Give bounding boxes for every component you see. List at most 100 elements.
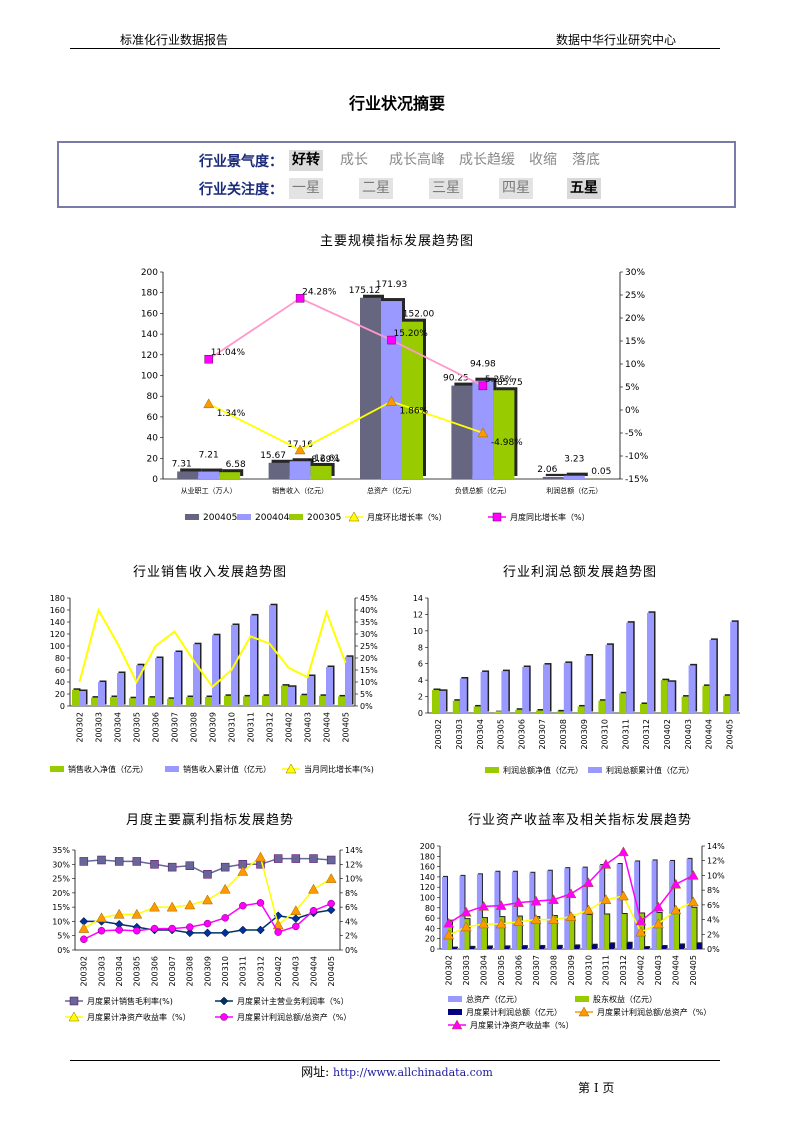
line-point <box>185 928 195 938</box>
footer-rule <box>70 1060 720 1061</box>
x-tick-label: 200312 <box>265 712 274 743</box>
line-point <box>670 904 682 915</box>
line-point <box>600 894 612 904</box>
data-label: 24.28% <box>302 287 337 297</box>
y-tick-label: 120 <box>141 351 158 361</box>
bar <box>319 695 326 706</box>
line-point <box>308 883 319 894</box>
y-tick-label: 30% <box>52 860 70 869</box>
bar <box>98 682 105 706</box>
legend-label: 月度累计利润总额/总资产（%） <box>237 1012 351 1022</box>
y2-tick-label: 40% <box>360 606 378 615</box>
bar <box>381 301 402 479</box>
bar <box>688 665 696 713</box>
x-tick-label: 200306 <box>150 956 159 987</box>
legend-label: 销售收入累计值（亿元） <box>183 764 271 774</box>
y-tick-label: 0 <box>60 702 65 711</box>
line-point <box>203 870 212 879</box>
y-tick-label: 100 <box>50 642 65 651</box>
bar-shadow <box>545 473 567 476</box>
line-point <box>115 926 123 934</box>
x-tick-label: 200402 <box>637 955 646 986</box>
bar <box>186 697 193 706</box>
y2-tick-label: 10% <box>360 678 378 687</box>
site-link[interactable]: http://www.allchinadata.com <box>333 1066 493 1079</box>
line-point <box>478 381 488 391</box>
y2-tick-label: 4% <box>707 916 720 925</box>
legend-label: 利润总额累计值（亿元） <box>606 765 694 775</box>
line-point <box>530 914 542 924</box>
y2-tick-label: 20% <box>360 654 378 663</box>
bar <box>577 706 585 713</box>
line-point <box>565 888 577 899</box>
line-point <box>114 857 124 866</box>
y2-tick-label: 14% <box>707 842 725 851</box>
bar <box>212 635 219 706</box>
bar <box>442 876 447 949</box>
x-tick-label: 200310 <box>584 955 593 986</box>
bar <box>464 919 470 949</box>
line-point <box>548 894 559 904</box>
x-tick-label: 200305 <box>132 712 141 743</box>
bar <box>499 917 505 949</box>
bar <box>696 943 702 949</box>
x-tick-label: 总资产（亿元） <box>367 486 416 495</box>
legend-swatch <box>237 514 251 520</box>
x-tick-label: 200303 <box>97 956 106 987</box>
y-tick-label: 60 <box>55 666 65 675</box>
prosperity-label: 行业景气度： <box>199 154 283 170</box>
line-point <box>79 857 89 866</box>
x-tick-label: 200305 <box>133 956 142 987</box>
y-tick-label: 200 <box>420 842 435 851</box>
chart2-title: 行业销售收入发展趋势图 <box>132 565 287 580</box>
data-label: 6.58 <box>226 460 246 470</box>
attention-item: 四星 <box>499 178 533 199</box>
bar <box>167 698 174 706</box>
bar <box>345 656 352 706</box>
prosperity-item: 好转 <box>289 150 323 171</box>
legend-swatch <box>485 767 499 773</box>
legend-label: 月度累计主营业务利润率（%） <box>237 996 349 1006</box>
data-label: 2.06 <box>537 465 557 475</box>
bar <box>289 461 311 479</box>
line-point <box>97 926 106 935</box>
x-tick-label: 200310 <box>227 712 236 743</box>
line-point <box>238 925 248 935</box>
bar-shadow <box>495 710 503 712</box>
bar <box>626 942 632 949</box>
y-tick-label: 8 <box>418 643 423 652</box>
bar <box>198 471 220 479</box>
x-tick-label: 200311 <box>621 719 630 750</box>
bar <box>136 665 143 706</box>
y2-tick-label: 8% <box>345 889 358 898</box>
line-point <box>202 894 213 905</box>
bar <box>177 471 199 479</box>
y-tick-label: 0 <box>430 945 435 954</box>
y2-tick-label: 25% <box>360 642 378 651</box>
line-point <box>460 906 472 917</box>
y2-tick-label: -5% <box>625 429 643 439</box>
x-tick-label: 200304 <box>113 712 122 743</box>
y-tick-label: 14 <box>413 594 423 603</box>
y2-tick-label: 15% <box>360 666 378 675</box>
bar <box>667 681 675 713</box>
y-tick-label: 120 <box>420 883 435 892</box>
y-tick-label: 200 <box>141 268 158 278</box>
attention-item: 二星 <box>359 178 393 199</box>
bar <box>494 712 502 713</box>
line-point <box>600 858 612 869</box>
line-point <box>168 924 176 933</box>
line-point <box>78 923 90 933</box>
y-tick-label: 40 <box>55 678 65 687</box>
bar <box>584 655 592 713</box>
line-point <box>292 922 300 931</box>
y-tick-label: 80 <box>147 392 159 402</box>
bar <box>268 462 290 479</box>
x-tick-label: 200307 <box>532 955 541 986</box>
line-point <box>150 924 159 933</box>
x-tick-label: 200306 <box>517 719 526 750</box>
y2-tick-label: 5% <box>625 383 640 393</box>
url-label: 网址: <box>301 1065 330 1079</box>
legend-marker <box>69 996 79 1006</box>
bar <box>117 673 124 706</box>
